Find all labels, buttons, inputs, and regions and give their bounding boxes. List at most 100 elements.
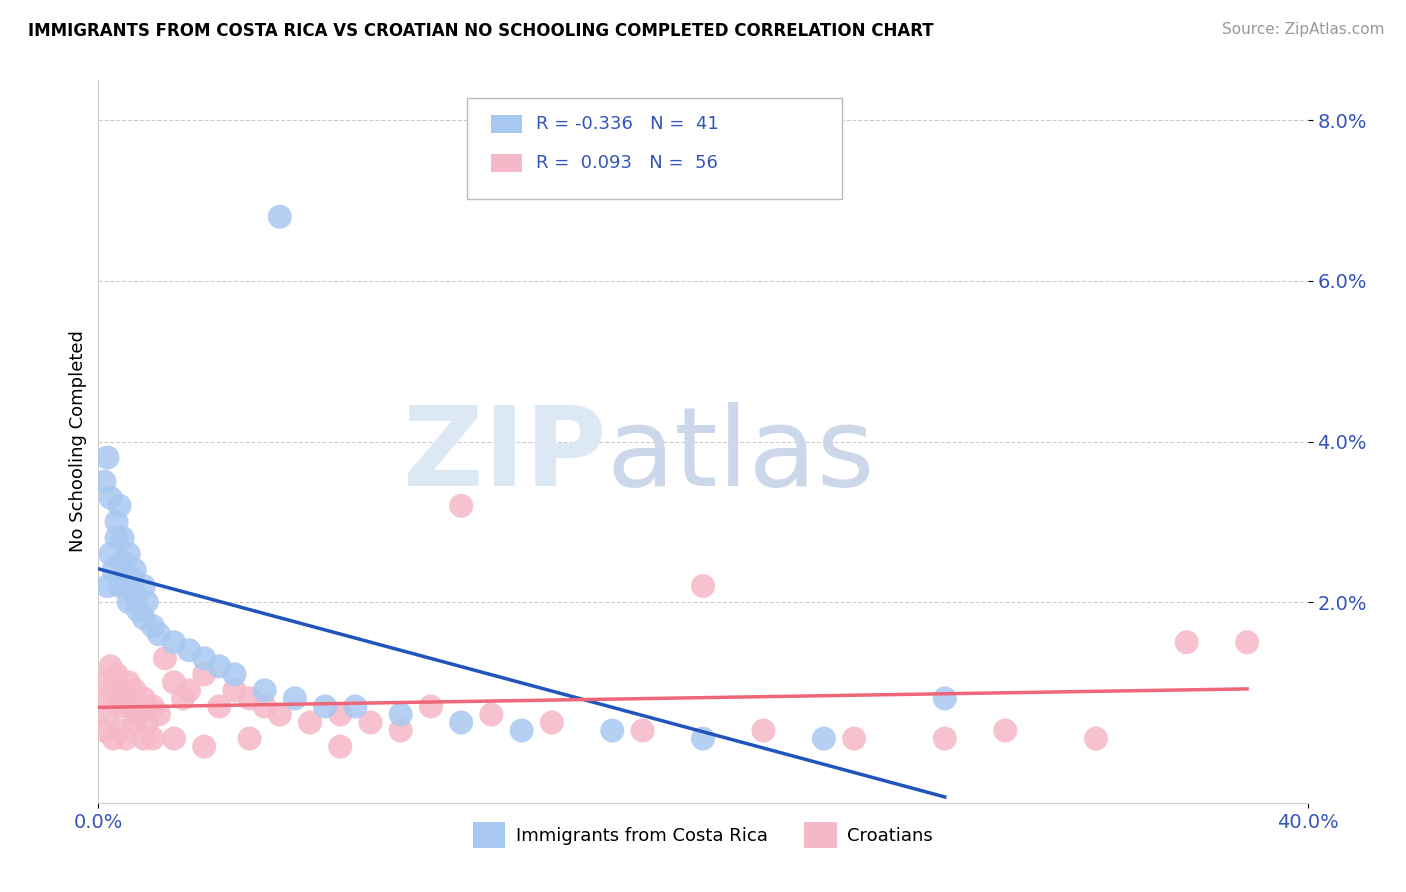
Point: [148, 707, 170, 722]
Point: [752, 723, 775, 738]
Point: [114, 579, 136, 593]
Point: [481, 707, 503, 722]
Point: [127, 603, 149, 617]
Point: [179, 683, 201, 698]
Point: [1236, 635, 1258, 649]
Point: [1085, 731, 1108, 746]
Point: [269, 210, 291, 224]
Text: Source: ZipAtlas.com: Source: ZipAtlas.com: [1222, 22, 1385, 37]
Point: [163, 731, 186, 746]
Point: [127, 707, 149, 722]
Point: [540, 715, 562, 730]
Point: [172, 691, 194, 706]
Point: [994, 723, 1017, 738]
Legend: Immigrants from Costa Rica, Croatians: Immigrants from Costa Rica, Croatians: [465, 815, 941, 855]
Point: [132, 731, 155, 746]
Point: [96, 691, 118, 706]
Point: [163, 675, 186, 690]
Point: [96, 450, 118, 465]
Text: R =  0.093   N =  56: R = 0.093 N = 56: [536, 154, 718, 172]
Point: [103, 683, 125, 698]
Point: [108, 579, 131, 593]
Point: [108, 723, 131, 738]
Point: [105, 531, 128, 545]
Point: [121, 699, 143, 714]
Point: [118, 595, 141, 609]
Point: [934, 731, 956, 746]
Point: [153, 651, 176, 665]
Point: [132, 611, 155, 625]
Point: [111, 683, 134, 698]
Point: [602, 723, 624, 738]
Point: [692, 579, 714, 593]
Point: [344, 699, 367, 714]
Point: [118, 547, 141, 561]
Point: [193, 739, 215, 754]
Point: [93, 723, 115, 738]
Point: [114, 691, 136, 706]
Point: [142, 731, 165, 746]
Point: [105, 515, 128, 529]
Point: [193, 651, 215, 665]
Point: [135, 715, 157, 730]
Point: [148, 627, 170, 641]
Point: [224, 683, 246, 698]
Point: [135, 595, 157, 609]
Point: [105, 667, 128, 681]
Point: [239, 731, 262, 746]
Point: [329, 739, 352, 754]
Point: [208, 699, 231, 714]
Text: ZIP: ZIP: [404, 402, 606, 509]
Point: [114, 731, 136, 746]
Point: [100, 547, 122, 561]
Point: [93, 675, 115, 690]
Point: [208, 659, 231, 673]
Point: [96, 579, 118, 593]
Point: [934, 691, 956, 706]
Point: [124, 683, 146, 698]
Point: [450, 499, 472, 513]
Point: [284, 691, 307, 706]
Point: [108, 699, 131, 714]
Point: [118, 675, 141, 690]
Point: [93, 475, 115, 489]
FancyBboxPatch shape: [467, 98, 842, 200]
Y-axis label: No Schooling Completed: No Schooling Completed: [69, 331, 87, 552]
Point: [103, 563, 125, 577]
Point: [224, 667, 246, 681]
Point: [124, 715, 146, 730]
Point: [163, 635, 186, 649]
Point: [111, 555, 134, 569]
Point: [1175, 635, 1198, 649]
Point: [420, 699, 443, 714]
Point: [142, 699, 165, 714]
Point: [314, 699, 336, 714]
Point: [124, 563, 146, 577]
Point: [299, 715, 322, 730]
Point: [239, 691, 262, 706]
Point: [193, 667, 215, 681]
Point: [360, 715, 382, 730]
Point: [108, 499, 131, 513]
Point: [96, 707, 118, 722]
Point: [253, 699, 276, 714]
Point: [692, 731, 714, 746]
Text: IMMIGRANTS FROM COSTA RICA VS CROATIAN NO SCHOOLING COMPLETED CORRELATION CHART: IMMIGRANTS FROM COSTA RICA VS CROATIAN N…: [28, 22, 934, 40]
Point: [844, 731, 866, 746]
Point: [253, 683, 276, 698]
Point: [631, 723, 654, 738]
Point: [813, 731, 835, 746]
Point: [103, 731, 125, 746]
Point: [329, 707, 352, 722]
Point: [389, 707, 412, 722]
FancyBboxPatch shape: [492, 114, 522, 133]
Point: [132, 579, 155, 593]
Point: [269, 707, 291, 722]
Point: [510, 723, 533, 738]
Point: [111, 531, 134, 545]
Point: [132, 691, 155, 706]
Point: [124, 587, 146, 601]
Point: [121, 571, 143, 585]
Point: [389, 723, 412, 738]
Text: atlas: atlas: [606, 402, 875, 509]
